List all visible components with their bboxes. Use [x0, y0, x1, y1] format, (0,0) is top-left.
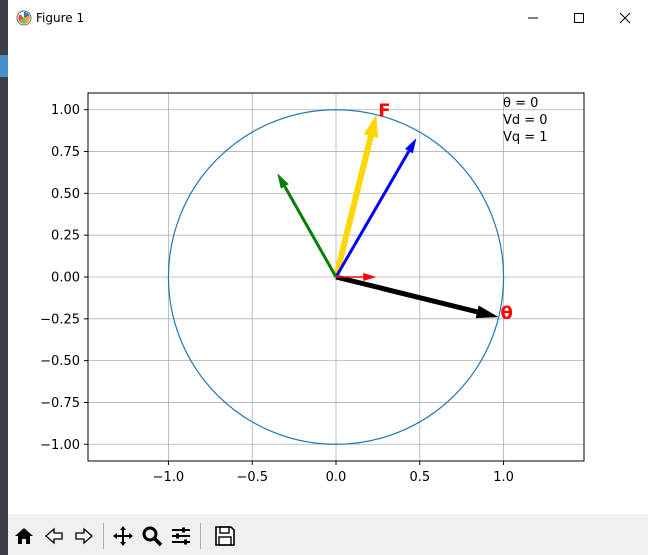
home-icon: [15, 528, 33, 544]
minimize-icon: [528, 17, 538, 19]
parameter-annotation: θ = 0 Vd = 0 Vq = 1: [503, 96, 548, 145]
y-tick-label: −0.50: [40, 354, 80, 369]
y-tick-label: 0.00: [51, 271, 80, 286]
background-editor-strip: [0, 0, 8, 555]
close-button[interactable]: [602, 0, 648, 36]
home-button[interactable]: [10, 522, 38, 550]
vector-shaft: [333, 135, 374, 278]
annotation-vd: Vd = 0: [503, 113, 548, 128]
matplotlib-icon: [16, 10, 32, 26]
vector-head: [363, 273, 377, 281]
y-tick-label: −0.75: [40, 396, 80, 411]
window-title: Figure 1: [36, 11, 85, 25]
vector-head: [405, 138, 417, 154]
toolbar-separator: [103, 523, 104, 549]
vector-red: [336, 273, 377, 281]
maximize-button[interactable]: [556, 0, 602, 36]
forward-button[interactable]: [70, 522, 98, 550]
save-icon: [215, 526, 235, 546]
background-marker: [0, 55, 8, 77]
vector-head: [363, 114, 379, 138]
label-theta: θ: [501, 303, 513, 324]
vector-gold: [333, 114, 379, 278]
back-button[interactable]: [40, 522, 68, 550]
y-tick-label: 1.00: [51, 103, 80, 118]
figure-canvas[interactable]: −1.0 −0.5 0.0 0.5 1.0 1.00 0.75 0.50 0.25 0.00 −0…: [8, 36, 648, 514]
x-tick-label: 0.0: [326, 470, 347, 485]
vector-shaft: [283, 185, 338, 278]
vector-shaft: [335, 274, 478, 315]
vector-green: [277, 173, 338, 278]
configure-subplots-icon: [172, 527, 190, 545]
vector-black: [335, 274, 499, 319]
label-f: F: [378, 101, 390, 122]
zoom-icon: [142, 526, 163, 547]
annotation-vq: Vq = 1: [503, 130, 548, 145]
vector-blue: [334, 138, 417, 278]
vector-shaft: [334, 150, 411, 278]
y-axis-ticks: 1.00 0.75 0.50 0.25 0.00 −0.25 −0.50 −0.75 −1.00: [40, 103, 88, 453]
figure-window: Figure 1 −1.0 −0.5 0.0 0.5 1.0 1.00 0.75 0.50 0…: [8, 0, 648, 555]
forward-icon: [75, 527, 93, 545]
x-tick-label: −0.5: [236, 470, 268, 485]
minimize-button[interactable]: [510, 0, 556, 36]
y-tick-label: −0.25: [40, 312, 80, 327]
x-tick-label: −1.0: [153, 470, 185, 485]
x-tick-label: 1.0: [493, 470, 514, 485]
configure-subplots-button[interactable]: [167, 522, 195, 550]
y-tick-label: −1.00: [40, 438, 80, 453]
pan-button[interactable]: [109, 522, 137, 550]
plot-svg[interactable]: −1.0 −0.5 0.0 0.5 1.0 1.00 0.75 0.50 0.25 0.00 −0…: [8, 36, 648, 514]
back-icon: [45, 527, 63, 545]
x-tick-label: 0.5: [409, 470, 430, 485]
pan-icon: [113, 526, 133, 546]
y-tick-label: 0.50: [51, 187, 80, 202]
toolbar-separator: [200, 523, 201, 549]
save-button[interactable]: [211, 522, 239, 550]
unit-circle: [167, 109, 505, 445]
vectors: [277, 114, 499, 319]
x-axis-ticks: −1.0 −0.5 0.0 0.5 1.0: [153, 461, 514, 485]
grid: [88, 93, 584, 461]
zoom-button[interactable]: [138, 522, 166, 550]
maximize-icon: [574, 13, 584, 23]
navigation-toolbar: [8, 514, 648, 555]
vector-head: [475, 305, 499, 319]
y-tick-label: 0.25: [51, 229, 80, 244]
y-tick-label: 0.75: [51, 145, 80, 160]
close-icon: [619, 12, 631, 24]
title-bar: Figure 1: [8, 0, 648, 36]
annotation-theta: θ = 0: [503, 96, 538, 111]
vector-head: [277, 173, 289, 189]
